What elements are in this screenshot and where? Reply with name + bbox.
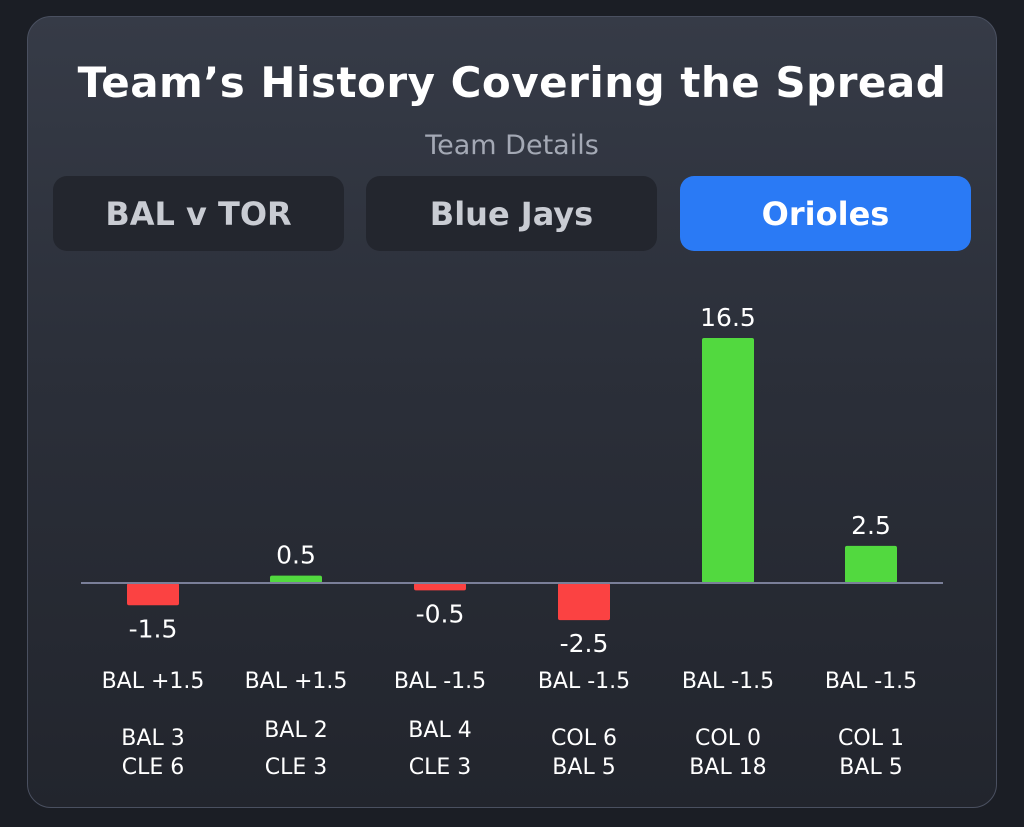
score-line-2-1: CLE 3 xyxy=(265,755,328,780)
score-line-1-1: BAL 2 xyxy=(264,718,327,743)
tab-orioles[interactable]: Orioles xyxy=(680,176,971,251)
score-line-1-2: BAL 4 xyxy=(408,718,471,743)
bar-4 xyxy=(702,337,754,583)
page-subtitle: Team Details xyxy=(425,130,599,161)
score-line-2-5: BAL 5 xyxy=(839,755,902,780)
bar-0 xyxy=(127,583,179,606)
bar-value-label-2: -0.5 xyxy=(416,599,465,628)
bar-2 xyxy=(414,583,466,591)
score-line-2-3: BAL 5 xyxy=(552,755,615,780)
page-title: Team’s History Covering the Spread xyxy=(77,58,947,107)
tab-bal-v-tor[interactable]: BAL v TOR xyxy=(53,176,344,251)
score-line-2-0: CLE 6 xyxy=(122,755,185,780)
category-label-0: BAL +1.5 xyxy=(102,669,205,694)
bar-value-label-0: -1.5 xyxy=(129,614,178,643)
chart-card: Team’s History Covering the Spread Team … xyxy=(27,16,997,808)
tab-blue-jays[interactable]: Blue Jays xyxy=(366,176,657,251)
score-line-2-4: BAL 18 xyxy=(689,755,766,780)
category-label-1: BAL +1.5 xyxy=(245,669,348,694)
bar-value-label-3: -2.5 xyxy=(560,629,609,658)
score-line-1-3: COL 6 xyxy=(551,726,617,751)
score-line-2-2: CLE 3 xyxy=(409,755,472,780)
bar-3 xyxy=(558,583,610,621)
bar-5 xyxy=(845,545,897,583)
bar-1 xyxy=(270,575,322,583)
category-label-2: BAL -1.5 xyxy=(394,669,486,694)
bar-value-label-1: 0.5 xyxy=(276,541,316,570)
category-label-5: BAL -1.5 xyxy=(825,669,917,694)
bar-value-label-5: 2.5 xyxy=(851,511,891,540)
category-label-4: BAL -1.5 xyxy=(682,669,774,694)
score-line-1-4: COL 0 xyxy=(695,726,761,751)
score-line-1-0: BAL 3 xyxy=(121,726,184,751)
bar-value-label-4: 16.5 xyxy=(700,303,756,332)
score-line-1-5: COL 1 xyxy=(838,726,904,751)
category-label-3: BAL -1.5 xyxy=(538,669,630,694)
